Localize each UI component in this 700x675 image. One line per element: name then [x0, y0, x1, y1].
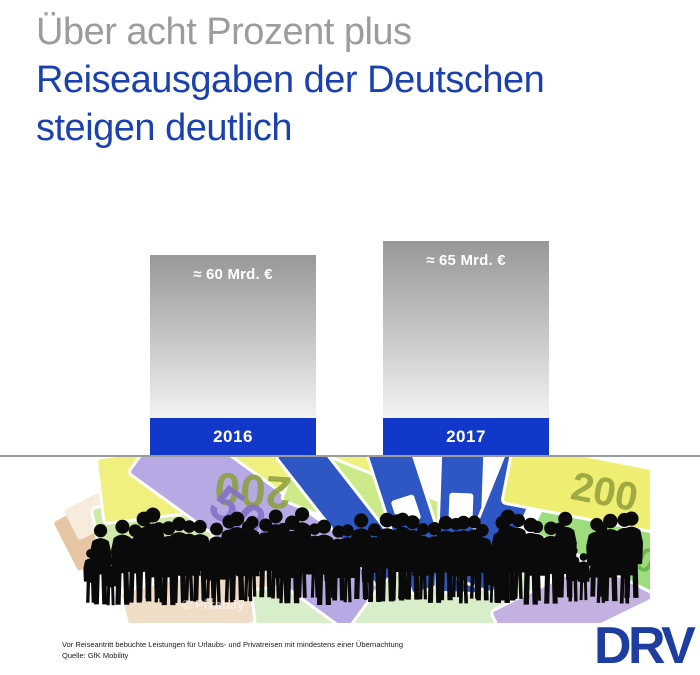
footnote-source: Quelle: GfK Mobility	[62, 650, 129, 660]
svg-text:200: 200	[213, 462, 293, 519]
photo-credit-watermark: © Pixabay	[182, 597, 245, 612]
bar-2016: ≈ 60 Mrd. €	[150, 255, 316, 418]
drv-logo: DRV	[594, 617, 696, 675]
headline-title-line1: Reiseausgaben der Deutschen	[36, 59, 545, 101]
footnote-block: Vor Reiseantritt bebuchte Leistungen für…	[62, 640, 403, 661]
bar-2017-value-label: ≈ 65 Mrd. €	[426, 252, 506, 269]
banknotes-crowd-image: 200 500 200 100 © Pixabay	[54, 457, 650, 623]
headline-block: Über acht Prozent plus Reiseausgaben der…	[36, 8, 545, 152]
bar-2016-year-label: 2016	[150, 418, 316, 456]
footnote-text: Vor Reiseantritt bebuchte Leistungen für…	[62, 640, 404, 649]
bar-2017-year-label: 2017	[383, 418, 549, 456]
headline-kicker: Über acht Prozent plus	[36, 11, 412, 53]
headline-title-line2: steigen deutlich	[36, 107, 293, 149]
bar-2016-value-label: ≈ 60 Mrd. €	[193, 266, 273, 283]
bar-2017: ≈ 65 Mrd. €	[383, 241, 549, 418]
separator-line	[0, 455, 700, 457]
